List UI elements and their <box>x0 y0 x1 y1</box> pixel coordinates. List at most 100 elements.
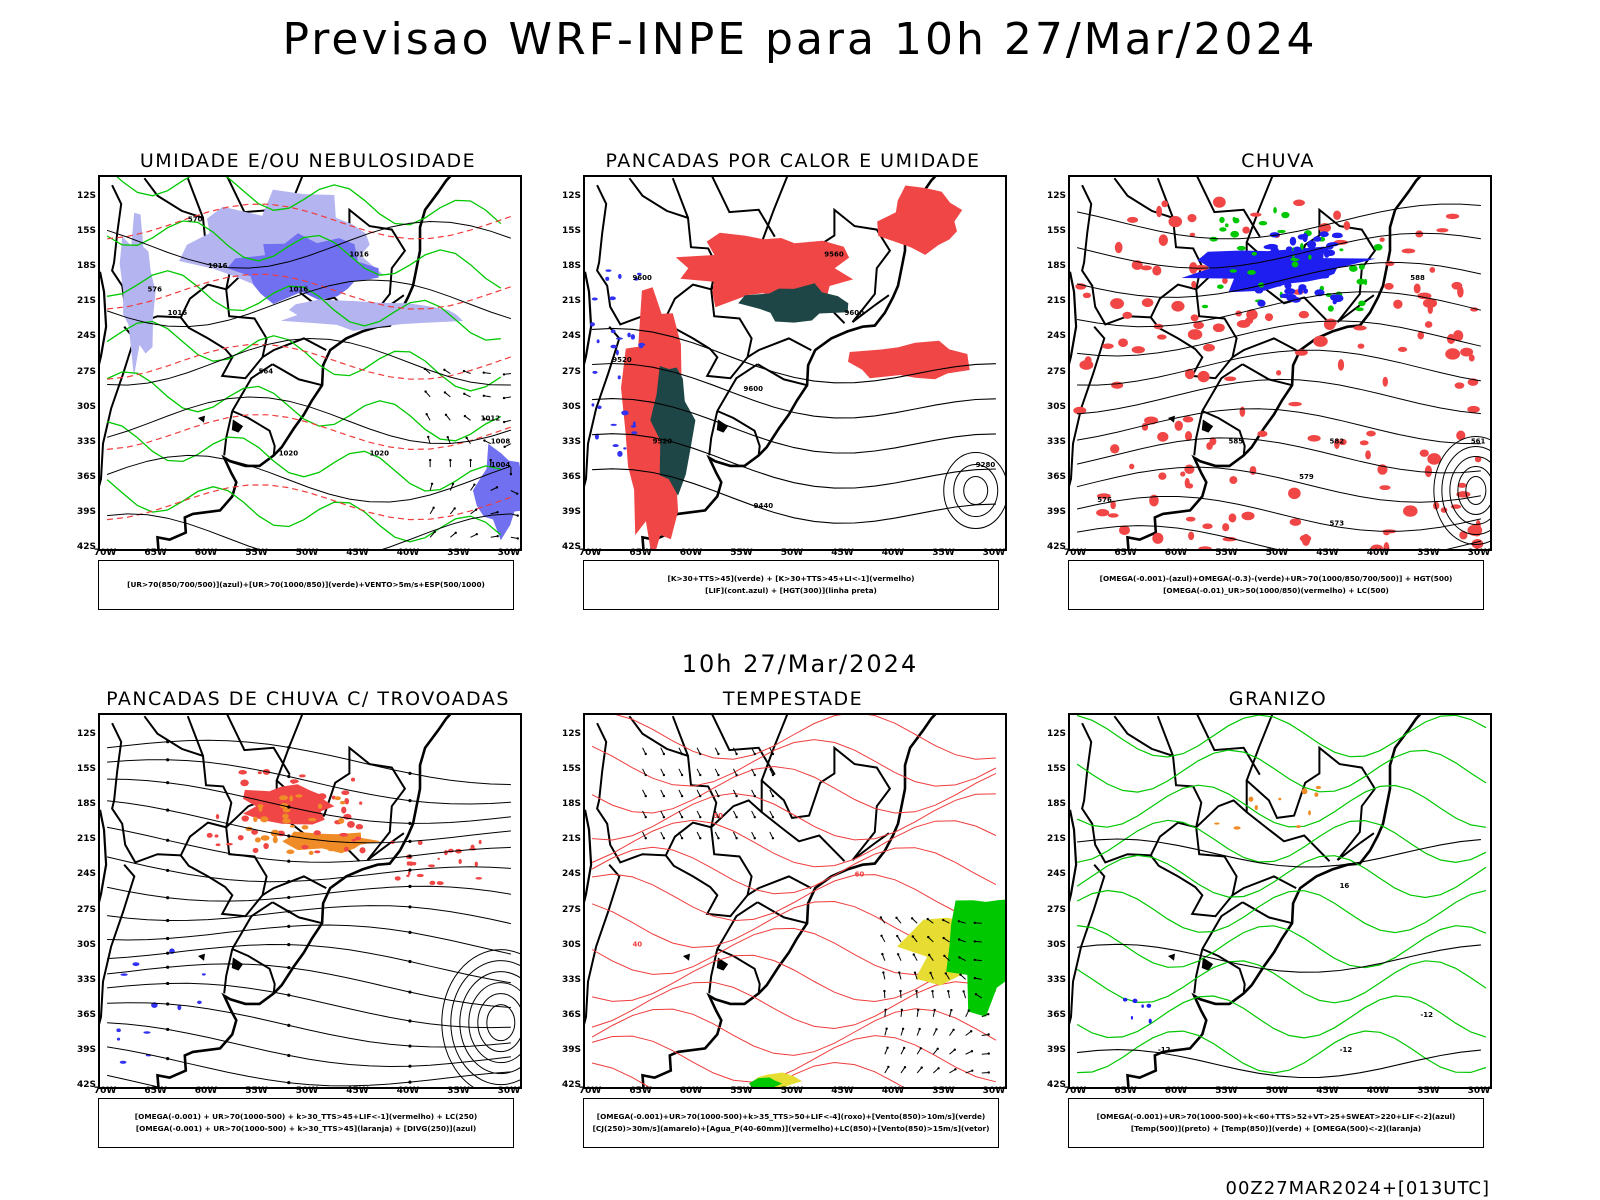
omega-blue <box>1280 272 1286 277</box>
wind-vector-head <box>443 368 446 372</box>
omega-red <box>1190 314 1199 322</box>
wind-vector-head <box>662 773 666 777</box>
map-panel-chuva: CHUVA 588 585 582 579 576 573 561 12S 15S 18S 21S… <box>1038 150 1538 630</box>
map-frame <box>98 713 522 1089</box>
omega-red <box>1114 241 1123 254</box>
cyclone-contour <box>477 993 520 1053</box>
thunder-red <box>263 842 269 850</box>
omega-red <box>1453 330 1464 342</box>
country-border <box>180 827 268 918</box>
streamline-arrow <box>166 838 170 842</box>
wind-vector-head <box>942 936 945 940</box>
thunder-red <box>298 774 306 778</box>
lif-blue <box>615 349 619 356</box>
latitude-tick-label: 18S <box>1046 261 1066 272</box>
longitude-tick-label: 35W <box>932 1086 955 1096</box>
pressure-contour <box>106 396 512 445</box>
omega500-orange <box>1301 788 1308 795</box>
wind-vector-head <box>884 1008 887 1012</box>
streamline-arrow <box>166 951 170 955</box>
wind-vector-head <box>953 1048 956 1051</box>
lif-blue <box>610 344 617 349</box>
omega500-orange <box>1314 792 1319 797</box>
wind-vector-head <box>469 458 472 462</box>
hgt500-contour <box>1077 378 1481 415</box>
country-border <box>671 715 689 757</box>
omega-blue <box>1279 293 1291 299</box>
temp850-contour <box>1076 749 1487 793</box>
omega-red <box>1313 335 1328 347</box>
temp850-contour <box>1076 819 1487 864</box>
rh-low-contour <box>116 177 502 226</box>
contour-label: 1016 <box>349 251 369 259</box>
streamline-arrow <box>166 896 170 900</box>
latitude-tick-label: 33S <box>1046 974 1066 985</box>
mid-title: 10h 27/Mar/2024 <box>681 650 919 678</box>
country-border <box>111 715 233 864</box>
hgt500-contour <box>1076 261 1482 298</box>
latitude-tick-label: 12S <box>76 729 96 740</box>
wind-vector-head <box>974 993 978 996</box>
cyclone-contour <box>468 982 520 1064</box>
country-border <box>760 780 846 862</box>
omega-blue <box>1293 246 1302 254</box>
omega-red <box>1467 405 1480 413</box>
wind-vector-head <box>942 918 945 922</box>
lc850-contour <box>591 765 997 814</box>
thunder-red <box>238 770 247 775</box>
country-border <box>1156 177 1174 219</box>
omega-red <box>1184 477 1190 489</box>
contour-label: 1020 <box>370 449 390 457</box>
wind-vector-head <box>954 1068 957 1071</box>
streamline-arrow <box>287 879 291 884</box>
wind-vector-head <box>483 439 486 442</box>
wind-vector-head <box>967 1009 970 1012</box>
omega-red <box>1293 199 1305 207</box>
omega-red <box>1457 482 1467 488</box>
longitude-tick-label: 30W <box>497 548 521 558</box>
streamline <box>107 885 511 902</box>
omega-green <box>1247 270 1256 275</box>
wind-vector-head <box>753 794 756 798</box>
hail-blue <box>1141 1004 1144 1008</box>
omega-green <box>1373 243 1383 251</box>
contour-label: -12 <box>1420 1011 1433 1019</box>
omega-red <box>1126 216 1139 223</box>
omega-red <box>1385 261 1395 267</box>
wind-vector-head <box>753 815 756 819</box>
wind-vector-head <box>451 482 455 486</box>
omega-red <box>1193 321 1205 330</box>
latitude-tick-label: 27S <box>76 366 96 377</box>
thunder-red <box>289 779 299 784</box>
lc850-contour <box>591 1035 997 1083</box>
omega-red <box>1333 210 1342 220</box>
country-border <box>757 901 808 925</box>
longitude-tick-label: 40W <box>1366 1086 1390 1096</box>
latitude-tick-label: 24S <box>76 331 96 342</box>
omega-blue <box>1274 270 1280 278</box>
omega-red <box>1188 531 1195 541</box>
omega-red <box>1289 518 1302 526</box>
omega-red <box>1339 438 1347 446</box>
lc850-contour <box>591 739 997 787</box>
streamline-arrow <box>166 758 170 762</box>
legend-line: [UR>70(850/700/500)](azul)+[UR>70(1000/8… <box>127 580 485 589</box>
lif-blue <box>605 269 612 272</box>
country-border <box>1231 337 1297 359</box>
omega500-orange <box>1315 785 1322 790</box>
longitude-tick-label: 70W <box>1063 548 1087 558</box>
thunder-red <box>437 881 442 885</box>
thunder-orange <box>282 818 291 824</box>
k-tts-area <box>650 366 696 496</box>
omega-red <box>1156 205 1163 218</box>
hgt500-contour <box>1076 232 1481 269</box>
contour-label: 1016 <box>289 286 309 294</box>
wind-vector-head <box>644 815 647 819</box>
temp850-contour <box>1076 784 1487 828</box>
hgt500-contour <box>1076 466 1481 503</box>
thunder-red <box>237 834 244 841</box>
latitude-tick-label: 12S <box>561 191 581 202</box>
omega-green <box>1230 230 1240 238</box>
temp850-contour <box>1076 889 1487 934</box>
longitude-tick-label: 50W <box>295 1086 319 1096</box>
